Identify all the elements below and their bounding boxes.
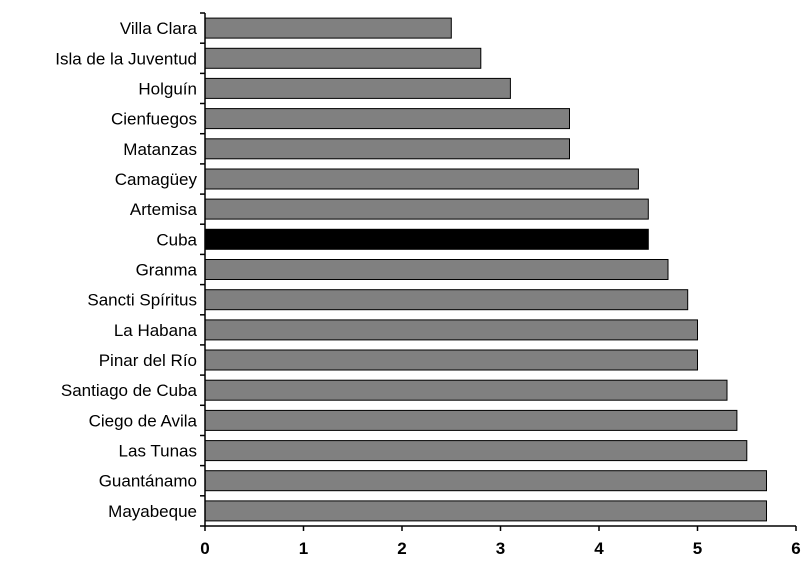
y-axis-ticks	[200, 12, 205, 527]
category-label-matanzas: Matanzas	[123, 140, 197, 159]
x-tick-label-4: 4	[594, 539, 604, 558]
x-tick-label-3: 3	[496, 539, 505, 558]
category-label-la-habana: La Habana	[114, 321, 198, 340]
category-label-isla-de-la-juventud: Isla de la Juventud	[55, 49, 197, 68]
x-tick-label-6: 6	[791, 539, 800, 558]
category-label-guantanamo: Guantánamo	[99, 472, 197, 491]
category-labels: Villa Clara Isla de la Juventud Holguín Cie…	[55, 19, 197, 521]
bar-pinar-del-rio	[204, 349, 698, 371]
bar-artemisa	[204, 198, 649, 220]
category-label-camaguey: Camagüey	[115, 170, 198, 189]
category-label-las-tunas: Las Tunas	[119, 442, 197, 461]
x-tick-label-1: 1	[299, 539, 308, 558]
category-label-santiago-de-cuba: Santiago de Cuba	[61, 381, 198, 400]
bar-santiago-de-cuba	[204, 379, 728, 401]
bar-ciego-de-avila	[204, 409, 738, 431]
category-label-mayabeque: Mayabeque	[108, 502, 197, 521]
bar-granma	[204, 259, 669, 280]
bar-mayabeque	[204, 500, 767, 522]
category-label-holguin: Holguín	[138, 79, 197, 98]
x-tick-label-0: 0	[200, 539, 209, 558]
category-label-sancti-spiritus: Sancti Spíritus	[87, 291, 197, 310]
x-axis-ticks: 0 1 2 3 4 5 6	[200, 526, 801, 558]
bar-isla-de-la-juventud	[204, 47, 482, 69]
bar-sancti-spiritus	[204, 289, 689, 311]
bar-villa-clara	[204, 17, 452, 39]
category-label-granma: Granma	[136, 261, 198, 280]
bar-holguin	[204, 77, 511, 99]
x-tick-label-2: 2	[397, 539, 406, 558]
bar-guantanamo	[204, 470, 767, 492]
bar-matanzas	[204, 138, 570, 160]
bar-camaguey	[204, 168, 639, 190]
category-label-cuba: Cuba	[156, 230, 197, 249]
bar-cuba	[204, 228, 649, 250]
category-label-cienfuegos: Cienfuegos	[111, 110, 197, 129]
bar-la-habana	[204, 319, 698, 341]
category-label-villa-clara: Villa Clara	[120, 19, 198, 38]
category-label-ciego-de-avila: Ciego de Avila	[89, 411, 198, 430]
bar-las-tunas	[204, 440, 748, 462]
bars-group	[204, 17, 767, 522]
bar-cienfuegos	[204, 108, 570, 130]
category-label-pinar-del-rio: Pinar del Río	[99, 351, 197, 370]
x-tick-label-5: 5	[693, 539, 702, 558]
category-label-artemisa: Artemisa	[130, 200, 198, 219]
